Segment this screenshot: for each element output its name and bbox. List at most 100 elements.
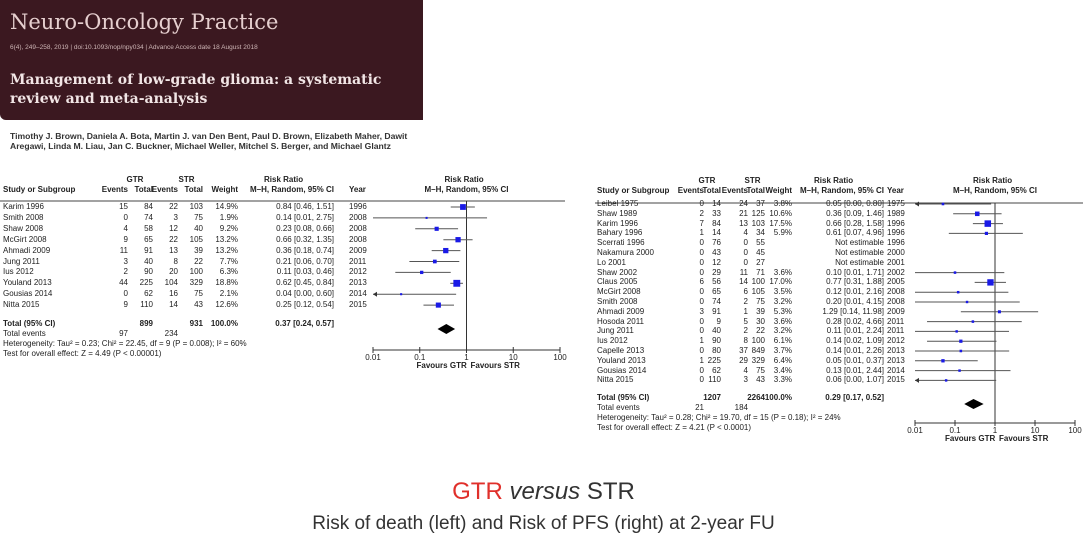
header-risk-ratio-plot: Risk Ratio — [973, 176, 1013, 185]
gtr-events: 1 — [699, 336, 704, 346]
favours-gtr-label: Favours GTR — [945, 434, 996, 443]
str-events: 8 — [173, 256, 178, 266]
study-year: 1996 — [349, 202, 367, 211]
header-col-0: Events — [101, 185, 128, 194]
gtr-events: 0 — [699, 287, 704, 297]
authors: Timothy J. Brown, Daniela A. Bota, Marti… — [10, 131, 408, 151]
study-weight: 3.5% — [773, 287, 792, 297]
study-name: Karim 1996 — [3, 202, 44, 211]
gtr-events: 15 — [119, 202, 128, 211]
gtr-total: 65 — [144, 234, 153, 244]
header-gtr: GTR — [698, 176, 716, 185]
study-risk-ratio: Not estimable — [835, 248, 884, 257]
study-name: Smith 2008 — [3, 212, 44, 222]
gtr-total: 90 — [144, 267, 153, 277]
str-events: 13 — [739, 218, 748, 228]
str-total: 849 — [751, 346, 765, 355]
study-year: 2012 — [887, 336, 905, 346]
study-risk-ratio: 0.28 [0.02, 4.66] — [826, 316, 884, 326]
gtr-events: 0 — [123, 289, 128, 299]
header-gtr: GTR — [126, 175, 144, 184]
study-name: Karim 1996 — [597, 218, 638, 228]
str-events: 16 — [169, 289, 178, 299]
total-weight: 100.0% — [210, 319, 238, 328]
study-name: Ius 2012 — [597, 336, 628, 346]
gtr-total: 65 — [712, 287, 721, 297]
study-name: Scerrati 1996 — [597, 238, 645, 248]
str-events: 0 — [743, 238, 748, 248]
study-year: 2009 — [349, 245, 367, 255]
header-study: Study or Subgroup — [3, 185, 76, 194]
gtr-events: 0 — [699, 257, 704, 267]
x-tick-label: 0.01 — [907, 426, 923, 435]
x-tick-label: 0.1 — [949, 426, 961, 435]
study-risk-ratio: 1.29 [0.14, 11.98] — [822, 306, 884, 316]
study-name: Nakamura 2000 — [597, 248, 654, 257]
gtr-events: 2 — [699, 208, 704, 218]
study-name: Jung 2011 — [597, 326, 634, 336]
study-weight: 17.0% — [769, 277, 792, 287]
gtr-total: 33 — [712, 208, 721, 218]
study-name: Bahary 1996 — [597, 228, 643, 238]
str-total: 75 — [756, 297, 765, 306]
gtr-total: 76 — [712, 238, 721, 248]
header-method-plot: M–H, Random, 95% CI — [953, 186, 1038, 195]
study-year: 2008 — [349, 223, 367, 233]
study-year: 2015 — [349, 300, 367, 310]
study-weight: 12.6% — [215, 300, 238, 310]
total-gtr: 899 — [139, 319, 153, 328]
study-risk-ratio: 0.21 [0.06, 0.70] — [276, 256, 334, 266]
study-risk-ratio: 0.11 [0.03, 0.46] — [276, 267, 334, 277]
gtr-events: 0 — [699, 248, 704, 257]
study-marker — [941, 359, 945, 363]
gtr-total: 74 — [144, 212, 153, 222]
str-events: 20 — [169, 267, 178, 277]
header-col-1: Total — [702, 186, 721, 195]
header-str: STR — [178, 175, 195, 184]
study-risk-ratio: 0.25 [0.12, 0.54] — [276, 300, 334, 310]
study-weight: 5.9% — [773, 228, 792, 238]
gtr-events: 0 — [699, 199, 704, 208]
str-events: 21 — [739, 208, 748, 218]
study-name: Nitta 2015 — [597, 375, 634, 385]
study-year: 2001 — [887, 257, 905, 267]
study-marker — [420, 270, 424, 275]
ci-arrow — [915, 201, 919, 207]
study-risk-ratio: 0.05 [0.01, 0.37] — [826, 355, 884, 365]
study-risk-ratio: 0.14 [0.01, 2.26] — [826, 346, 884, 355]
str-events: 2 — [743, 297, 748, 306]
study-name: Ahmadi 2009 — [597, 306, 645, 316]
study-name: Hosoda 2011 — [597, 316, 644, 326]
study-weight: 6.4% — [773, 355, 792, 365]
study-year: 1989 — [887, 208, 905, 218]
study-weight: 1.9% — [219, 212, 238, 222]
study-name: Shaw 1989 — [597, 208, 638, 218]
study-name: Claus 2005 — [597, 277, 638, 287]
str-total: 37 — [756, 199, 765, 208]
study-marker — [944, 379, 948, 382]
study-weight: 5.3% — [773, 306, 792, 316]
str-total: 30 — [756, 316, 765, 326]
article-title: Management of low-grade glioma: a system… — [10, 72, 382, 107]
header-col-1: Total — [134, 185, 153, 194]
total-label: Total (95% CI) — [597, 393, 650, 403]
study-marker — [974, 211, 980, 217]
str-total: 103 — [751, 218, 765, 228]
gtr-events: 9 — [123, 234, 128, 244]
study-risk-ratio: 0.05 [0.00, 0.80] — [826, 199, 884, 208]
gtr-total: 84 — [144, 202, 153, 211]
study-name: Gousias 2014 — [3, 289, 53, 299]
study-marker — [958, 369, 961, 372]
study-risk-ratio: 0.10 [0.01, 1.71] — [826, 267, 884, 277]
slide-subtitle: Risk of death (left) and Risk of PFS (ri… — [312, 513, 775, 534]
study-name: Smith 2008 — [597, 297, 638, 306]
str-events: 12 — [169, 223, 178, 233]
gtr-total: 74 — [712, 297, 721, 306]
overall-effect: Test for overall effect: Z = 4.49 (P < 0… — [3, 349, 162, 358]
study-weight: 3.4% — [773, 365, 792, 375]
x-tick-label: 0.01 — [365, 353, 381, 362]
pooled-diamond — [964, 399, 984, 409]
gtr-total: 40 — [144, 256, 153, 266]
study-weight: 13.2% — [215, 234, 238, 244]
study-year: 2008 — [349, 212, 367, 222]
